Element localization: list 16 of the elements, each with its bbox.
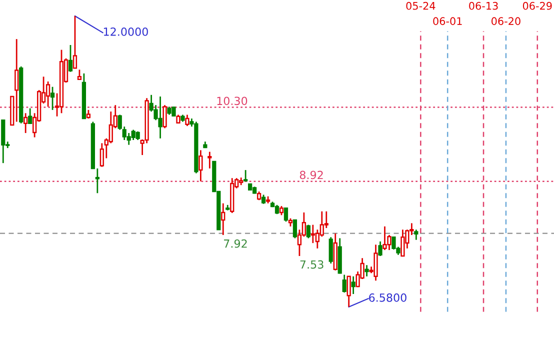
candlestick [351, 276, 356, 295]
candlestick [198, 150, 203, 182]
candlestick [221, 202, 226, 236]
candlestick [24, 112, 28, 134]
x-tick-label: 06-13 [469, 2, 498, 10]
annotation: 12.0000 [104, 27, 148, 36]
x-tick-label: 06-01 [433, 17, 462, 26]
annotation: 7.92 [224, 239, 247, 248]
x-tick-label: 06-29 [522, 2, 552, 10]
x-tick-label: 05-24 [406, 2, 436, 10]
x-tick-label: 06-20 [492, 17, 520, 26]
ref-line-label: 8.92 [300, 170, 323, 180]
candlestick [14, 38, 19, 122]
annotation: 7.53 [300, 260, 324, 269]
annotation: 6.5800 [369, 293, 406, 302]
ref-line-label: 10.30 [217, 96, 248, 106]
